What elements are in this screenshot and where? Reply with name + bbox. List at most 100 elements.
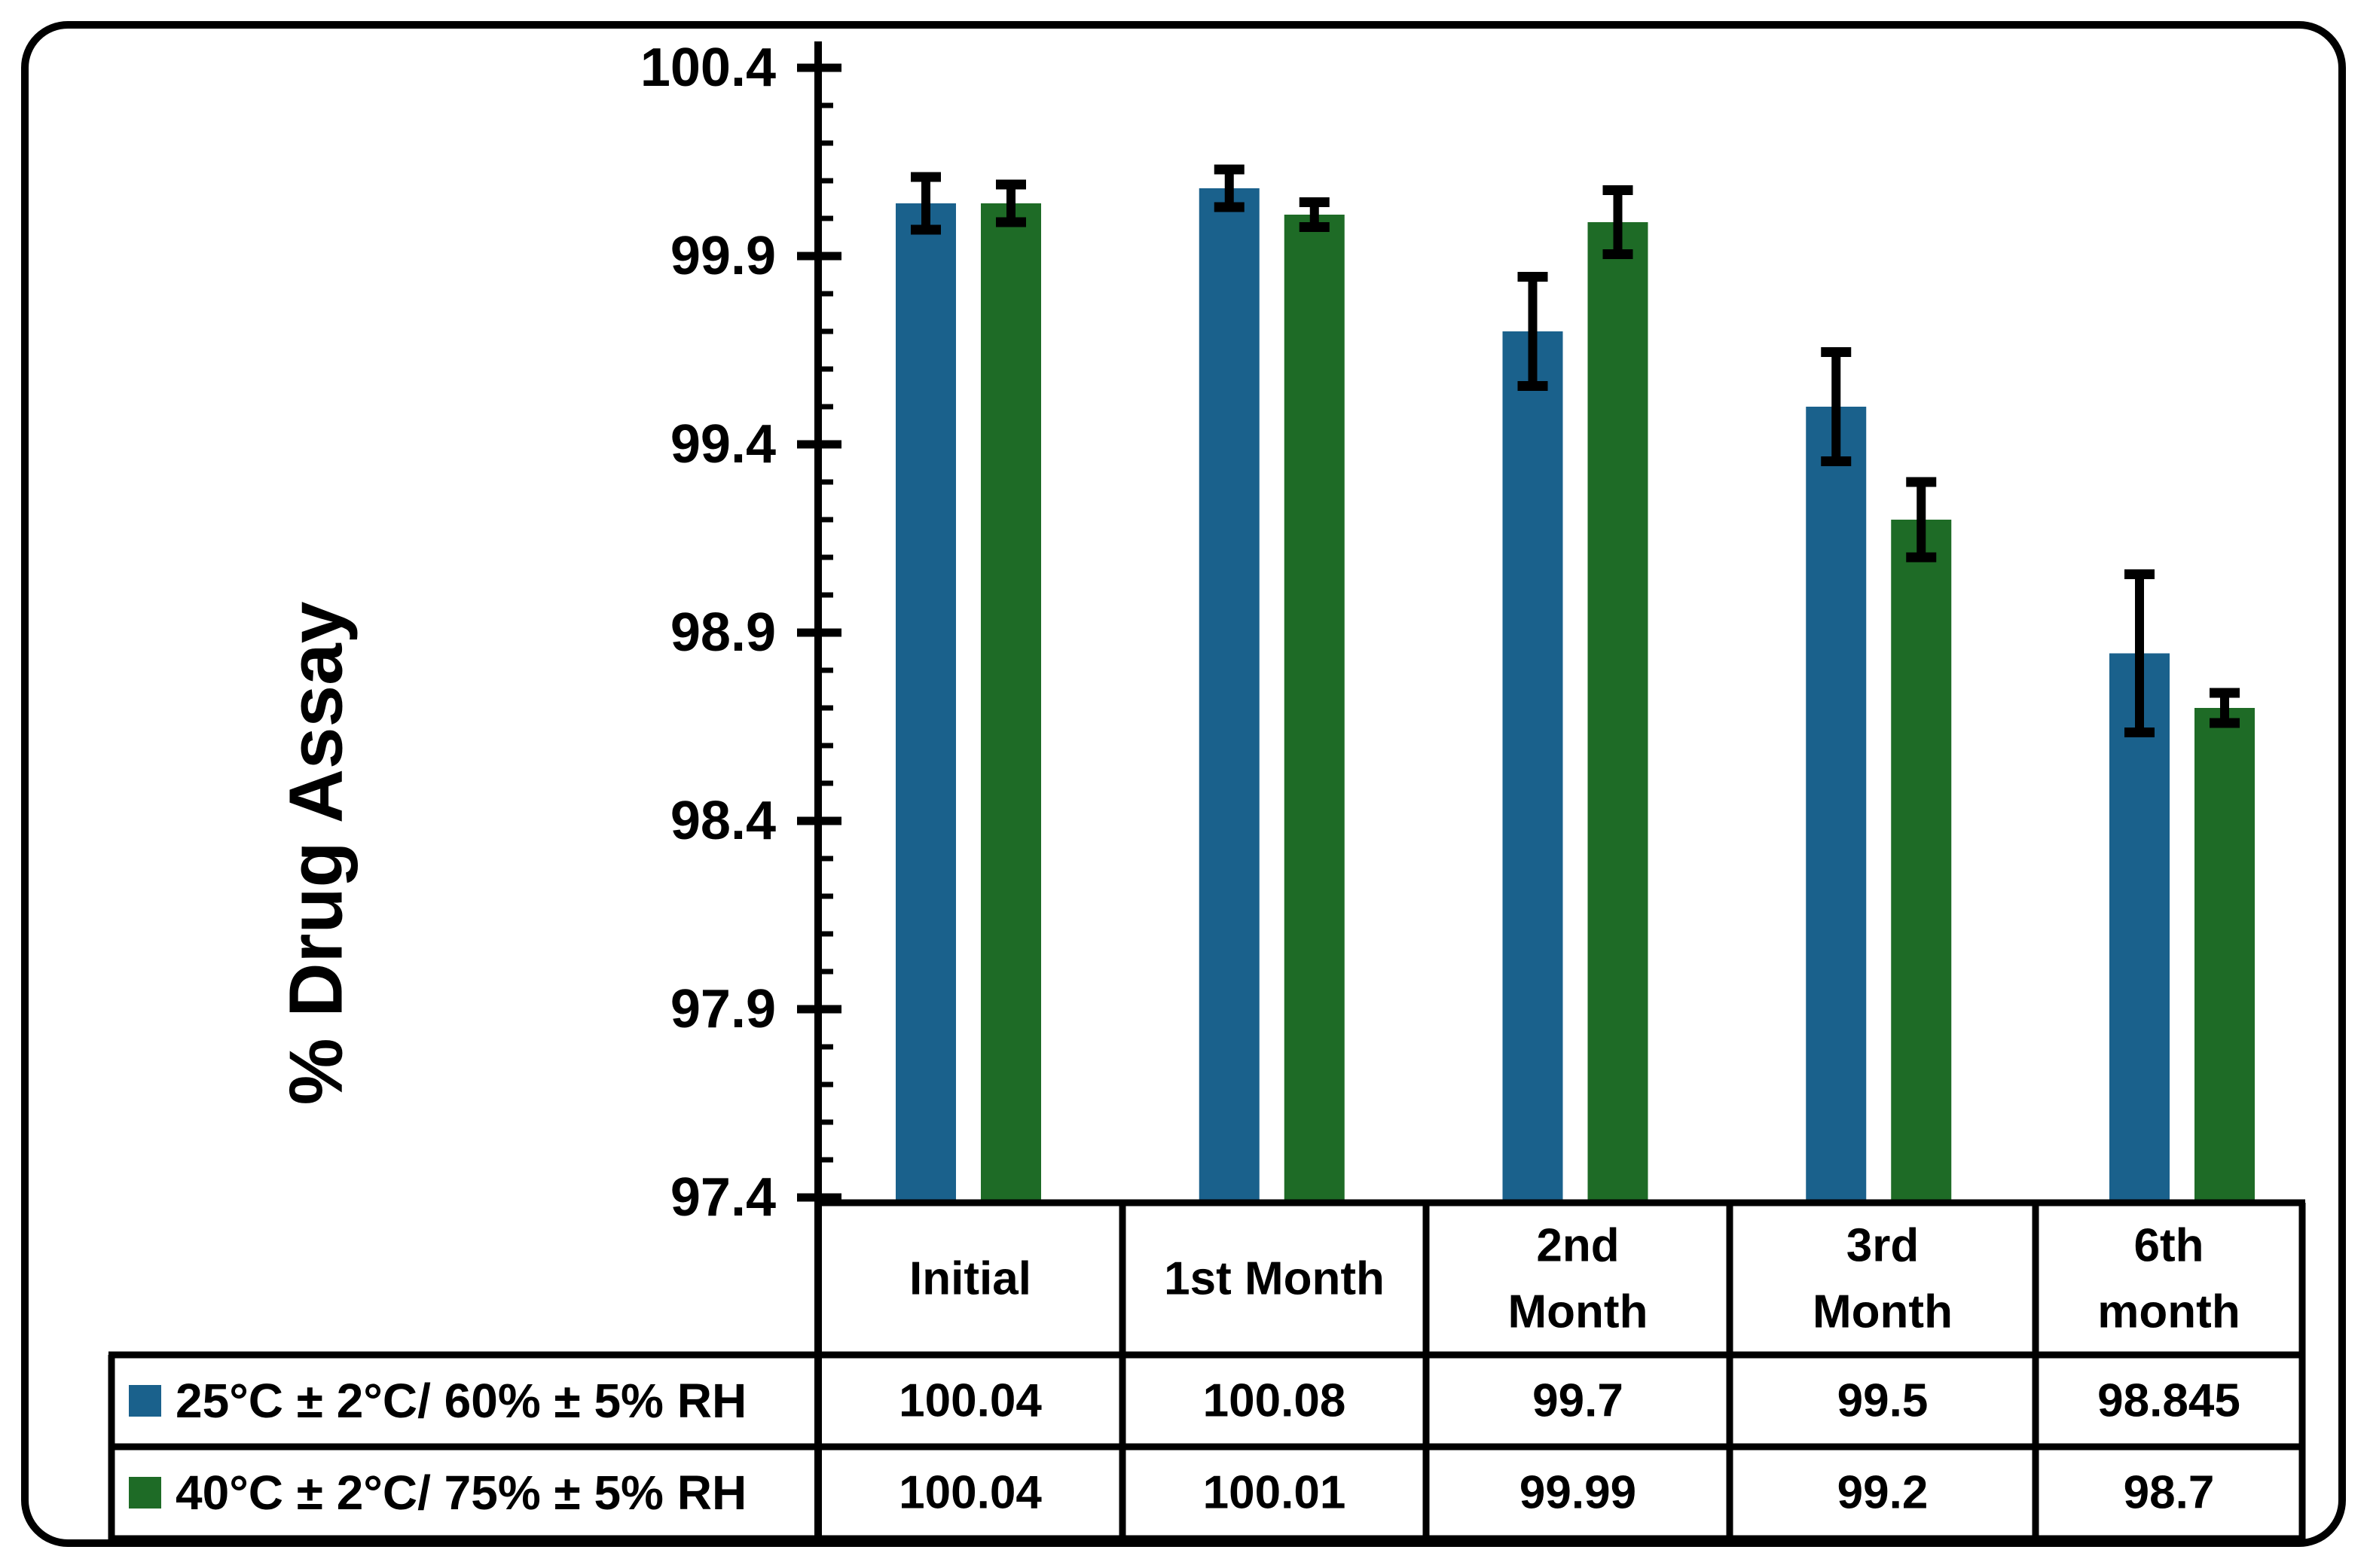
error-bar-whisker xyxy=(1528,276,1538,386)
error-bar-whisker xyxy=(1309,202,1319,227)
table-cell-value: 100.01 xyxy=(1203,1467,1346,1519)
y-minor-tick xyxy=(818,743,833,749)
category-header-line1: 2nd xyxy=(1536,1220,1619,1272)
y-minor-tick xyxy=(818,479,833,485)
y-minor-tick xyxy=(818,291,833,297)
table-line-vertical xyxy=(2032,1203,2039,1542)
y-tick-label: 98.9 xyxy=(670,602,776,663)
bar-series2-cat4 xyxy=(1891,520,1952,1206)
error-bar-whisker xyxy=(1006,185,1016,222)
y-minor-tick xyxy=(818,366,833,372)
error-bar-cap-bottom xyxy=(1299,222,1330,232)
y-major-tick xyxy=(797,816,841,825)
error-bar-cap-bottom xyxy=(1602,249,1633,259)
y-tick-label: 99.4 xyxy=(670,414,776,474)
category-header-line2: month xyxy=(2097,1286,2240,1338)
error-bar-cap-top xyxy=(1299,197,1330,207)
y-minor-tick xyxy=(818,1119,833,1125)
category-header: 1st Month xyxy=(1164,1253,1385,1305)
table-line-vertical xyxy=(108,1355,115,1542)
y-minor-tick xyxy=(818,1081,833,1088)
bar-series1-cat1 xyxy=(896,203,956,1206)
category-header: Initial xyxy=(909,1253,1031,1305)
error-bar-whisker xyxy=(2220,693,2229,723)
y-minor-tick xyxy=(818,705,833,711)
error-bar-cap-top xyxy=(2124,569,2155,579)
y-axis-line xyxy=(814,41,822,1542)
error-bar-cap-top xyxy=(911,172,941,182)
error-bar-cap-top xyxy=(1821,347,1852,357)
table-cell-value: 100.08 xyxy=(1203,1375,1346,1427)
category-header-line2: Month xyxy=(1508,1286,1648,1338)
table-line-horizontal xyxy=(108,1443,2305,1451)
error-bar-cap-bottom xyxy=(911,224,941,235)
y-major-tick xyxy=(797,628,841,637)
category-header-line1: 3rd xyxy=(1846,1220,1919,1272)
chart-frame xyxy=(21,21,2346,1547)
y-minor-tick xyxy=(818,102,833,108)
y-minor-tick xyxy=(818,178,833,184)
error-bar-whisker xyxy=(1917,482,1926,557)
table-line-vertical xyxy=(1726,1203,1733,1542)
error-bar-cap-bottom xyxy=(1906,552,1937,563)
y-minor-tick xyxy=(818,893,833,899)
table-line-vertical xyxy=(1119,1203,1126,1542)
bar-series2-cat1 xyxy=(981,203,1041,1206)
error-bar-cap-top xyxy=(1517,272,1548,282)
error-bar-cap-top xyxy=(1906,477,1937,487)
y-minor-tick xyxy=(818,856,833,862)
error-bar-cap-bottom xyxy=(1214,202,1245,212)
y-tick-label: 98.4 xyxy=(670,791,776,851)
legend-label: 40°C ± 2°C/ 75% ± 5% RH xyxy=(176,1466,747,1520)
y-major-tick xyxy=(797,252,841,261)
table-cell-value: 99.2 xyxy=(1837,1467,1929,1519)
table-cell-value: 98.845 xyxy=(2097,1375,2240,1427)
table-line-vertical xyxy=(2298,1203,2306,1542)
y-major-tick xyxy=(797,1193,841,1202)
table-line-horizontal xyxy=(108,1351,2305,1359)
table-cell-value: 98.7 xyxy=(2124,1467,2215,1519)
error-bar-whisker xyxy=(1224,169,1234,207)
table-cell-value: 99.5 xyxy=(1837,1375,1929,1427)
table-cell-value: 100.04 xyxy=(899,1375,1042,1427)
y-minor-tick xyxy=(818,592,833,598)
y-minor-tick xyxy=(818,140,833,146)
y-major-tick xyxy=(797,440,841,449)
y-minor-tick xyxy=(818,667,833,673)
y-major-tick xyxy=(797,1005,841,1014)
table-line-horizontal xyxy=(814,1199,2305,1207)
error-bar-whisker xyxy=(1613,190,1623,255)
bar-series2-cat2 xyxy=(1284,215,1345,1206)
table-line-vertical xyxy=(1422,1203,1430,1542)
category-header-line2: Month xyxy=(1813,1286,1953,1338)
y-minor-tick xyxy=(818,780,833,786)
error-bar-cap-top xyxy=(1214,164,1245,175)
category-header-line1: 6th xyxy=(2134,1220,2204,1272)
y-tick-label: 99.9 xyxy=(670,226,776,286)
y-minor-tick xyxy=(818,328,833,334)
bar-series1-cat2 xyxy=(1199,188,1260,1206)
bar-series2-cat5 xyxy=(2194,708,2255,1206)
error-bar-cap-top xyxy=(996,179,1026,190)
table-cell-value: 99.7 xyxy=(1532,1375,1623,1427)
legend-swatch xyxy=(129,1477,161,1509)
bar-series1-cat4 xyxy=(1806,407,1867,1206)
error-bar-whisker xyxy=(1831,352,1841,462)
y-minor-tick xyxy=(818,215,833,221)
error-bar-whisker xyxy=(921,177,930,230)
error-bar-cap-bottom xyxy=(1821,456,1852,466)
table-cell-value: 100.04 xyxy=(899,1467,1042,1519)
legend-swatch xyxy=(129,1385,161,1417)
y-tick-label: 100.4 xyxy=(640,38,776,98)
error-bar-cap-bottom xyxy=(2210,718,2240,728)
table-cell-value: 99.99 xyxy=(1519,1467,1636,1519)
y-tick-label: 97.4 xyxy=(670,1167,776,1228)
y-minor-tick xyxy=(818,1044,833,1050)
error-bar-cap-bottom xyxy=(996,217,1026,227)
y-minor-tick xyxy=(818,554,833,560)
y-minor-tick xyxy=(818,404,833,410)
y-minor-tick xyxy=(818,931,833,937)
y-major-tick xyxy=(797,63,841,72)
